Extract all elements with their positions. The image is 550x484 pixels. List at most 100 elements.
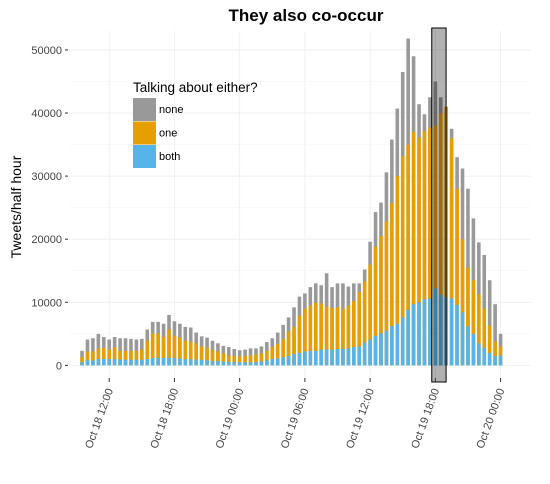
bar-both bbox=[411, 304, 416, 366]
bar-one bbox=[433, 125, 438, 366]
bar-both bbox=[477, 343, 481, 366]
bar-both bbox=[493, 355, 497, 366]
bar-one bbox=[292, 326, 296, 366]
y-tick-label: 40000 bbox=[31, 108, 62, 120]
bar-one bbox=[493, 341, 497, 366]
legend-swatch-both bbox=[133, 145, 156, 168]
bar-one bbox=[390, 203, 394, 366]
bar-both bbox=[471, 333, 476, 366]
bar-one bbox=[281, 338, 285, 366]
bar-one bbox=[123, 350, 128, 366]
bar-one bbox=[259, 353, 264, 366]
bar-one bbox=[237, 356, 242, 366]
bar-both bbox=[123, 359, 128, 366]
bar-one bbox=[438, 113, 443, 366]
bar-one bbox=[112, 347, 117, 366]
bar-one bbox=[384, 221, 389, 366]
highlight-window bbox=[431, 27, 447, 383]
bar-one bbox=[487, 325, 492, 366]
bar-both bbox=[379, 333, 383, 366]
bars-layer bbox=[80, 38, 503, 366]
bar-both bbox=[455, 304, 459, 366]
bar-one bbox=[324, 306, 329, 366]
bar-one bbox=[362, 281, 367, 366]
bar-both bbox=[275, 358, 280, 366]
bar-one bbox=[156, 333, 160, 366]
bar-both bbox=[96, 359, 101, 366]
bar-both bbox=[145, 359, 150, 366]
bar-both bbox=[346, 348, 351, 366]
bar-one bbox=[167, 329, 171, 366]
bar-both bbox=[384, 330, 389, 366]
bar-both bbox=[487, 352, 492, 366]
bar-both bbox=[286, 355, 291, 366]
y-tick-label: 0 bbox=[56, 360, 62, 372]
bar-one bbox=[216, 351, 220, 366]
bar-both bbox=[352, 347, 356, 366]
bar-one bbox=[319, 303, 323, 366]
bar-both bbox=[150, 357, 155, 366]
series-one bbox=[80, 106, 503, 366]
bar-both bbox=[140, 359, 144, 366]
y-tick-label: 10000 bbox=[31, 297, 62, 309]
bar-both bbox=[297, 352, 302, 366]
bar-both bbox=[433, 288, 438, 366]
bar-one bbox=[134, 350, 139, 366]
bar-one bbox=[254, 354, 258, 366]
bar-both bbox=[373, 335, 378, 366]
legend-title: Talking about either? bbox=[133, 80, 258, 95]
bar-one bbox=[199, 346, 204, 366]
bar-both bbox=[341, 348, 345, 366]
bar-both bbox=[368, 339, 372, 366]
bar-both bbox=[129, 359, 133, 366]
bar-one bbox=[373, 246, 378, 366]
bar-one bbox=[466, 267, 470, 366]
bar-one bbox=[183, 340, 188, 366]
bar-both bbox=[254, 362, 258, 366]
bar-both bbox=[178, 358, 182, 366]
bar-one bbox=[150, 333, 155, 366]
bar-both bbox=[428, 298, 432, 366]
bar-both bbox=[118, 359, 122, 366]
bar-both bbox=[91, 360, 95, 366]
legend-label-none: none bbox=[159, 104, 183, 116]
legend-swatch-one bbox=[133, 121, 156, 145]
bar-both bbox=[438, 294, 443, 366]
bar-one bbox=[352, 301, 356, 366]
bar-one bbox=[145, 340, 150, 366]
bar-one bbox=[96, 348, 101, 366]
bar-both bbox=[188, 359, 193, 366]
legend-swatch-none bbox=[133, 98, 156, 121]
bar-both bbox=[221, 361, 226, 366]
bar-one bbox=[471, 280, 476, 366]
bar-both bbox=[172, 357, 177, 366]
bar-both bbox=[194, 359, 198, 366]
bar-both bbox=[112, 359, 117, 366]
bar-one bbox=[341, 308, 345, 366]
bar-both bbox=[161, 357, 166, 366]
bar-both bbox=[134, 359, 139, 366]
bar-both bbox=[232, 362, 237, 366]
legend-label-one: one bbox=[159, 128, 177, 140]
bar-one bbox=[178, 337, 182, 366]
bar-one bbox=[172, 335, 177, 366]
bar-both bbox=[466, 326, 470, 366]
bar-one bbox=[417, 137, 421, 366]
bar-both bbox=[362, 342, 367, 366]
bar-one bbox=[91, 351, 95, 366]
bar-one bbox=[248, 355, 253, 366]
bar-one bbox=[129, 350, 133, 366]
bar-one bbox=[188, 341, 193, 366]
bar-both bbox=[482, 347, 487, 366]
highlight-layer bbox=[431, 27, 447, 383]
bar-both bbox=[406, 309, 410, 366]
bar-both bbox=[390, 326, 394, 366]
y-tick-label: 20000 bbox=[31, 234, 62, 246]
bar-both bbox=[417, 302, 421, 366]
bar-one bbox=[368, 264, 372, 366]
bar-one bbox=[308, 305, 313, 366]
bar-both bbox=[400, 317, 405, 366]
bar-one bbox=[411, 131, 416, 366]
bar-both bbox=[449, 298, 454, 366]
bar-one bbox=[227, 355, 231, 366]
